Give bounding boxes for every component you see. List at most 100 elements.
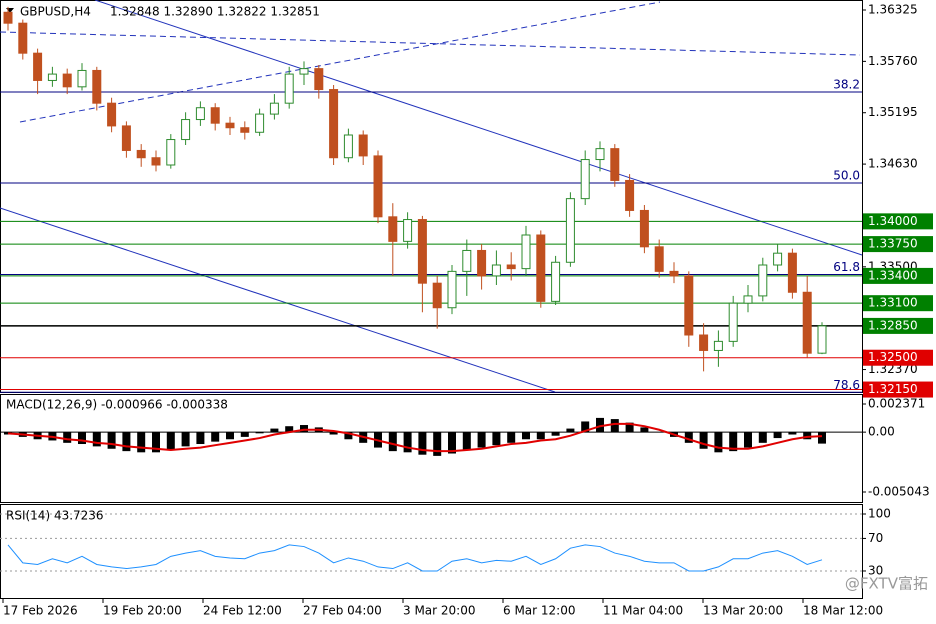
candle-body — [343, 134, 353, 159]
macd-bar — [640, 427, 649, 433]
macd-bar — [92, 432, 101, 447]
macd-bar — [714, 432, 723, 453]
macd-bar — [403, 432, 412, 453]
candle-body — [817, 325, 827, 354]
y-tick-label: 30 — [868, 563, 883, 577]
candle-body — [166, 139, 176, 166]
candle-body — [787, 252, 797, 293]
candle-body — [639, 209, 649, 248]
candle-body — [225, 122, 235, 129]
macd-bar — [522, 432, 530, 440]
candle-body — [284, 73, 294, 104]
level-tag — [863, 267, 933, 284]
macd-bar — [818, 432, 826, 444]
level-label: 1.32150 — [868, 382, 918, 396]
candle-body — [329, 89, 339, 159]
level-tag — [863, 317, 933, 334]
macd-bar — [196, 432, 205, 445]
level-label: 1.32850 — [868, 318, 918, 332]
macd-bar — [122, 432, 131, 452]
candle-body — [580, 159, 590, 200]
level-tag — [863, 381, 933, 398]
candle-body — [684, 275, 694, 336]
macd-bar — [433, 432, 442, 456]
candle-body — [773, 252, 783, 266]
candle-body — [506, 264, 516, 270]
macd-bar — [566, 428, 575, 433]
candle-body — [92, 69, 102, 104]
macd-bar — [448, 432, 456, 454]
macd-bar — [507, 432, 516, 443]
y-tick-label: 1.36325 — [868, 3, 918, 17]
x-tick-label: 27 Feb 04:00 — [303, 604, 382, 618]
macd-bar — [63, 432, 72, 443]
x-tick-label: 19 Feb 20:00 — [103, 604, 182, 618]
level-label: 1.33100 — [868, 296, 918, 310]
candle-body — [551, 261, 561, 302]
candle-body — [18, 22, 28, 54]
candle-body — [121, 125, 131, 151]
candle-body — [536, 234, 546, 302]
x-tick-label: 18 Mar 12:00 — [803, 604, 883, 618]
level-tag — [863, 295, 933, 312]
macd-bar — [181, 432, 190, 447]
y-tick-label: 0.002371 — [868, 397, 925, 411]
candle-body — [728, 302, 738, 342]
fib-label: 61.8 — [833, 260, 860, 274]
level-label: 1.34000 — [868, 214, 918, 228]
y-tick-label: 0.00 — [868, 425, 895, 439]
candle-body — [255, 113, 265, 133]
candle-body — [758, 264, 768, 297]
candle-body — [195, 107, 205, 121]
macd-bar — [166, 432, 175, 450]
macd-bar — [729, 432, 738, 452]
candle-body — [654, 246, 664, 272]
symbol: GBPUSD,H4 — [20, 5, 91, 19]
macd-bar — [758, 432, 767, 443]
candle-body — [743, 295, 753, 304]
rsi-frame — [0, 504, 863, 599]
candle-body — [610, 148, 620, 181]
candle-body — [477, 249, 487, 277]
panel-title: RSI(14) 43.7236 — [6, 509, 104, 523]
macd-bar — [610, 419, 619, 433]
candle-body — [299, 68, 309, 75]
fib-label: 38.2 — [833, 78, 860, 92]
macd-bar — [536, 432, 545, 440]
candle-body — [713, 340, 723, 351]
candle-body — [151, 157, 161, 166]
trend-line — [94, 0, 863, 256]
candle-body — [699, 334, 709, 351]
macd-bar — [596, 417, 604, 433]
candle-body — [388, 216, 398, 242]
candle-body — [47, 73, 57, 81]
candle-body — [462, 249, 472, 272]
x-tick-label: 6 Mar 12:00 — [503, 604, 576, 618]
panel-title: MACD(12,26,9) -0.000966 -0.000338 — [6, 398, 228, 412]
candle-body — [373, 155, 383, 218]
macd-bar — [329, 432, 338, 435]
macd-bar — [152, 432, 160, 453]
candle-body — [491, 264, 501, 277]
level-label: 1.33750 — [868, 237, 918, 251]
x-tick-label: 13 Mar 20:00 — [703, 604, 783, 618]
rsi-line — [7, 544, 823, 572]
macd-bar — [255, 432, 264, 434]
candle-body — [269, 102, 279, 115]
macd-bar — [788, 432, 797, 435]
candle-body — [107, 102, 117, 127]
macd-frame — [0, 394, 863, 503]
candle-body — [3, 11, 13, 24]
y-tick-label: 70 — [868, 531, 883, 545]
candle-body — [136, 149, 146, 159]
macd-bar — [344, 432, 353, 440]
macd-bar — [684, 432, 693, 443]
watermark: @FXTV富拓 — [845, 575, 928, 593]
x-tick-label: 17 Feb 2026 — [3, 604, 78, 618]
macd-bar — [211, 432, 220, 442]
candle-body — [625, 179, 635, 211]
x-tick-label: 24 Feb 12:00 — [203, 604, 282, 618]
candle-body — [432, 282, 442, 309]
macd-bar — [581, 421, 590, 433]
